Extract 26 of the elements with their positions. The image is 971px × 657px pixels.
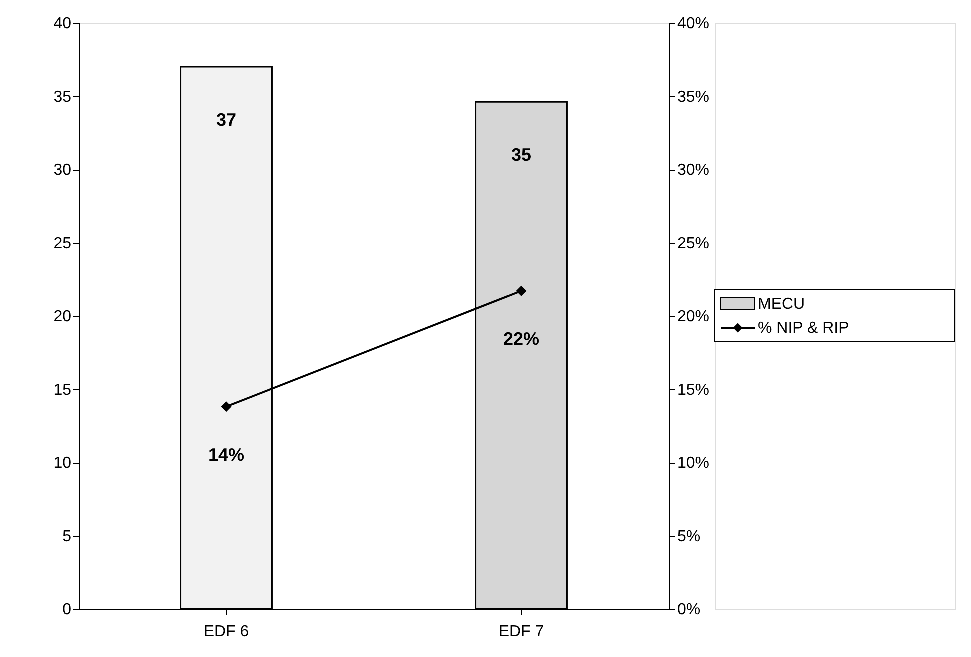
y-tick-label: 15: [54, 382, 72, 399]
data-label: 35: [511, 145, 532, 166]
y2-tick-label: 35%: [678, 88, 710, 106]
y-tick-label: 30: [54, 162, 72, 179]
y-tick-label: 35: [54, 88, 72, 106]
y-tick-label: 25: [54, 235, 72, 252]
y2-tick-label: 30%: [678, 162, 710, 179]
x-tick-label: EDF 6: [204, 624, 250, 640]
y2-tick-label: 5%: [678, 528, 701, 546]
y-tick-label: 5: [62, 528, 72, 546]
y2-tick-label: 15%: [678, 382, 710, 399]
data-label: 22%: [503, 329, 540, 350]
legend-label: MECU: [758, 296, 806, 313]
y2-tick-label: 0%: [678, 602, 701, 618]
x-tick-label: EDF 7: [498, 624, 544, 640]
data-label: 14%: [208, 444, 245, 465]
y2-tick-label: 40%: [678, 16, 710, 32]
y2-tick-label: 20%: [678, 308, 710, 326]
data-label: 37: [216, 110, 237, 130]
y-tick-label: 10: [54, 455, 72, 472]
legend-label: % NIP & RIP: [758, 320, 850, 337]
y-tick-label: 40: [54, 16, 72, 32]
y2-tick-label: 25%: [678, 235, 710, 252]
y2-tick-label: 10%: [678, 455, 710, 472]
y-tick-label: 0: [62, 602, 72, 618]
y-tick-label: 20: [54, 308, 72, 326]
